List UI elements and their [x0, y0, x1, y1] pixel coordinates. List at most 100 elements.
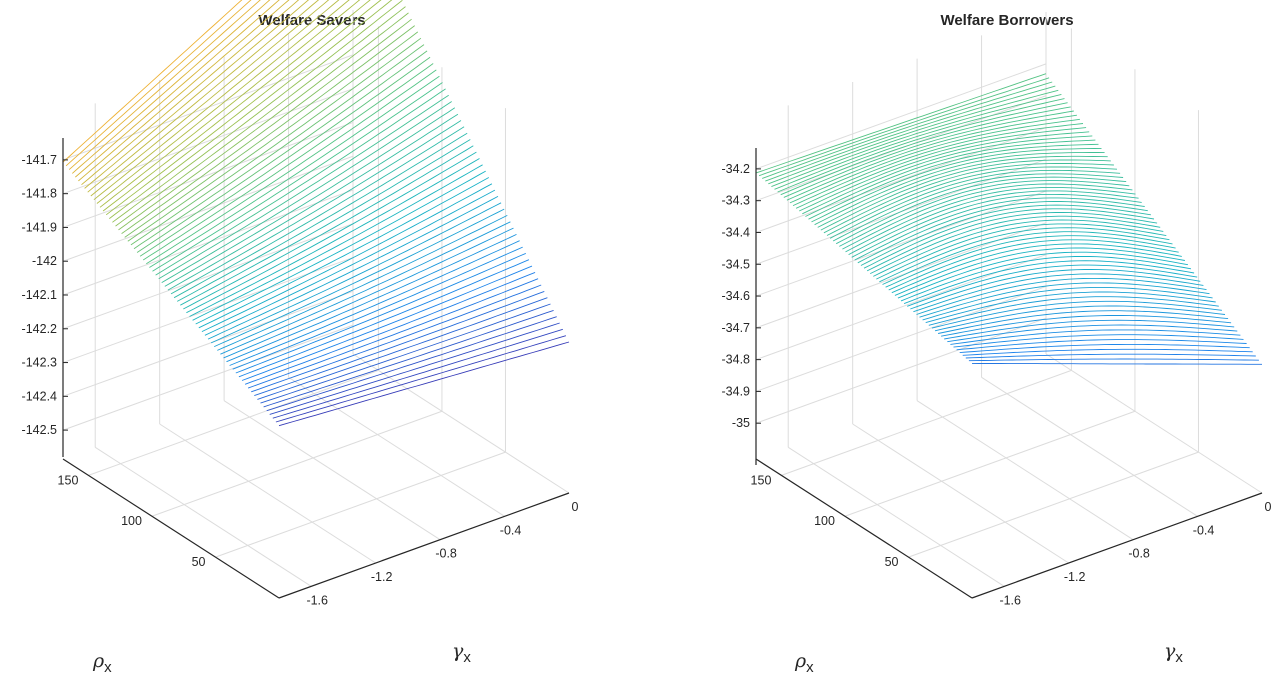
surface-line: [789, 118, 1080, 204]
grid-line: [755, 127, 1047, 233]
surface-line: [84, 0, 310, 189]
chart-welfare-borrowers: Welfare Borrowers -34.2-34.3-34.4-34.5-3…: [722, 12, 1272, 676]
surface-line: [207, 196, 499, 340]
z-tick-label: -35: [732, 416, 750, 430]
y-axis-label: ρx: [794, 650, 814, 676]
y-axis-symbol: ρ: [794, 650, 807, 672]
surface-line: [112, 0, 403, 223]
y-axis-subscript: x: [104, 659, 112, 676]
surface-line: [210, 202, 502, 344]
surface-layer: [755, 73, 1262, 365]
surface-line: [823, 163, 1114, 234]
surface-line: [848, 190, 1139, 255]
z-tick-label: -34.5: [722, 257, 751, 271]
surface-line: [962, 348, 1253, 356]
surface-line: [885, 235, 1176, 288]
surface-line: [164, 107, 456, 287]
grid-line: [62, 324, 354, 431]
surface-line: [947, 324, 1238, 343]
grid-line: [755, 190, 1047, 297]
surface-line: [247, 278, 539, 389]
grid-layer: [62, 10, 570, 587]
grid-line: [94, 446, 312, 587]
surface-line: [820, 159, 1111, 231]
x-axis-symbol: γ: [452, 640, 464, 662]
z-tick-label: -34.4: [722, 225, 751, 239]
grid-line: [62, 155, 354, 262]
z-tick-label: -141.8: [22, 187, 57, 201]
surface-line: [799, 131, 1090, 212]
surface-line: [62, 0, 243, 163]
surface-line: [916, 277, 1207, 315]
surface-line: [81, 0, 300, 186]
x-tick-label: -0.8: [435, 547, 457, 561]
grid-line: [787, 446, 1005, 587]
surface-line: [186, 151, 477, 314]
surface-line: [913, 273, 1204, 313]
y-tick-label: 100: [814, 514, 835, 528]
surface-line: [965, 353, 1256, 359]
surface-line: [266, 316, 557, 412]
surface-line: [826, 166, 1118, 236]
surface-line: [792, 123, 1084, 207]
grid-line: [62, 290, 354, 397]
z-tick-label: -34.9: [722, 384, 751, 398]
surface-line: [232, 246, 523, 370]
grid-line: [755, 317, 1047, 424]
surface-line: [928, 296, 1219, 326]
surface-line: [275, 335, 567, 423]
grid-line: [844, 410, 1136, 517]
surface-line: [118, 12, 409, 231]
surface-line: [214, 208, 505, 348]
surface-line: [139, 56, 431, 257]
grid-line: [755, 63, 1047, 170]
x-axis-label: γx: [1164, 640, 1183, 666]
axes-layer: -141.7 -141.8 -141.9 -142 -142.1 -142.2 -142.3…: [22, 138, 579, 607]
surface-line: [105, 0, 382, 216]
surface-layer: [62, 0, 570, 427]
z-tick-label: -142.4: [22, 389, 57, 403]
surface-line: [149, 75, 440, 268]
surface-line: [99, 0, 361, 208]
surface-line: [87, 0, 320, 193]
grid-line: [916, 400, 1134, 541]
surface-line: [102, 0, 371, 212]
surface-line: [241, 265, 533, 381]
grid-line: [223, 400, 441, 541]
grid-line: [62, 88, 354, 195]
z-tick-label: -142: [32, 254, 57, 268]
surface-line: [854, 197, 1145, 261]
surface-line: [922, 286, 1213, 321]
x-axis-symbol: γ: [1164, 640, 1176, 662]
surface-line: [950, 329, 1241, 345]
x-tick-label: 0: [1265, 500, 1272, 514]
y-axis-line: [755, 458, 973, 599]
surface-line: [158, 94, 449, 280]
surface-line: [229, 240, 520, 366]
grid-line: [755, 285, 1047, 392]
surface-line: [863, 208, 1155, 269]
surface-line: [195, 170, 486, 325]
surface-line: [795, 127, 1087, 209]
surface-line: [802, 135, 1093, 215]
x-axis-line: [278, 492, 570, 599]
surface-line: [971, 362, 1262, 365]
x-axis-label: γx: [452, 640, 471, 666]
surface-line: [811, 147, 1102, 223]
surface-line: [272, 328, 563, 419]
surface-line: [257, 297, 548, 400]
surface-line: [192, 164, 483, 321]
grid-line: [1045, 353, 1263, 494]
y-axis-label: ρx: [92, 650, 112, 676]
surface-line: [941, 315, 1232, 337]
surface-line: [934, 305, 1226, 332]
surface-line: [780, 106, 1071, 196]
y-axis-symbol: ρ: [92, 650, 105, 672]
surface-line: [829, 169, 1121, 239]
surface-line: [65, 0, 252, 167]
surface-line: [891, 243, 1182, 294]
surface-line: [263, 309, 554, 408]
x-axis-line: [971, 492, 1263, 599]
surface-line: [805, 139, 1096, 217]
x-tick-label: -1.2: [1064, 570, 1086, 584]
